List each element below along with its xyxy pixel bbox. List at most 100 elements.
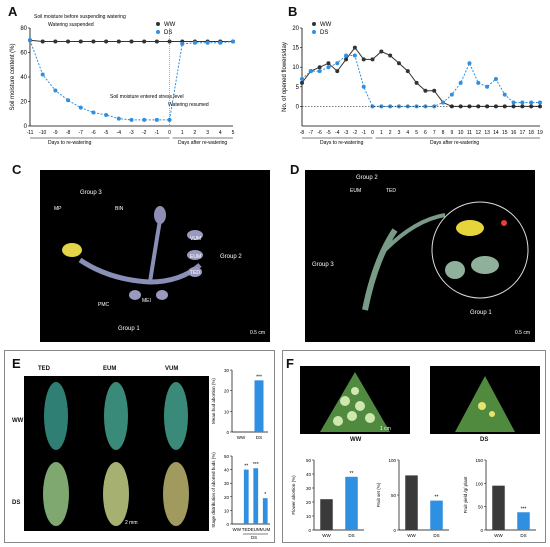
data-point-ww [414, 80, 419, 85]
significance-label: ** [244, 464, 248, 470]
x-tick-label: 12 [476, 130, 482, 136]
data-point-ds [167, 117, 172, 122]
y-axis-label: Mean bud abortion (%) [211, 378, 216, 424]
data-point-ww [154, 39, 159, 44]
y-tick-label: 0 [480, 528, 483, 533]
data-point-ds [493, 76, 498, 81]
x-tick-label: DS [348, 533, 354, 538]
plant-photo-ww [300, 366, 410, 434]
photo-label-ds: DS [480, 437, 489, 443]
data-point-ww [66, 39, 71, 44]
label-vum: VUM [190, 236, 202, 242]
flower-cluster-photo-d [305, 170, 535, 342]
x-tick-label: 1 [380, 130, 383, 136]
y-tick-label: 150 [475, 458, 483, 463]
bar-ww [320, 499, 333, 530]
y-axis-label: Fruit set (%) [376, 482, 381, 507]
ds-group-label: DS [251, 535, 257, 540]
y-tick-label: 100 [475, 481, 483, 486]
data-point-ds [53, 88, 58, 93]
data-point-ww [458, 104, 463, 109]
label-mp: MP [54, 206, 62, 212]
x-tick-label: 3 [398, 130, 401, 136]
x-tick-label: DS [520, 533, 526, 538]
x-tick-label: -5 [104, 130, 109, 136]
x-tick-label: 7 [433, 130, 436, 136]
y-tick-label: 20 [306, 500, 312, 505]
panel-letter-c: C [12, 162, 22, 177]
flower-cluster-illustration-c [62, 206, 203, 300]
x-tick-label: WW [407, 533, 416, 538]
x-tick-label: 8 [442, 130, 445, 136]
x-tick-label: -1 [155, 130, 160, 136]
label-ted-d: TED [386, 188, 396, 194]
y-tick-label: 40 [306, 472, 312, 477]
y-axis-label: Stage distribution of aborted buds (%) [211, 452, 216, 528]
data-point-ww [104, 39, 109, 44]
data-point-ww [449, 104, 454, 109]
data-point-ds [180, 41, 185, 46]
bar-ww [405, 475, 418, 530]
x-tick-label: -3 [344, 130, 349, 136]
label-eum-c: EUM [190, 254, 202, 260]
data-point-ww [423, 88, 428, 93]
y-tick-label: 60 [20, 51, 27, 57]
y-tick-label: 10 [306, 514, 312, 519]
panel-f-frame [282, 350, 546, 543]
data-point-ds [502, 92, 507, 97]
x-tick-label: -4 [335, 130, 340, 136]
label-mei: MEI [142, 298, 151, 304]
x-tick-label: -2 [142, 130, 147, 136]
scale-bar-c: 0.5 cm [250, 330, 266, 336]
chart-f-flower-abortion: 0 10 20 30 40 50 WW DS ** Flower abortion (%) [291, 458, 364, 538]
x-tick-label: 16 [511, 130, 517, 136]
x-tick-label: 1 [181, 130, 184, 136]
annotation-resumed: Watering resumed [168, 102, 209, 108]
data-point-ww [78, 39, 83, 44]
scale-bar-f: 1 cm [380, 426, 391, 432]
y-tick-label: 0 [24, 124, 28, 130]
chart-e-mean-bud-abortion: 0 10 20 30 WW DS *** Mean bud abortion (%) [211, 368, 268, 440]
data-point-ds [458, 80, 463, 85]
data-point-ds [231, 39, 235, 44]
y-tick-label: 20 [292, 26, 299, 32]
label-pmc: PMC [98, 302, 110, 308]
data-point-ds [116, 116, 121, 121]
annotation-before: Soil moisture before suspending watering [34, 14, 126, 20]
data-point-ww [300, 80, 304, 85]
data-point-ds [129, 117, 134, 122]
annotation-stress: Soil moisture entered stress level [110, 94, 184, 100]
x-tick-label: 0 [168, 130, 171, 136]
y-tick-label: 0 [296, 104, 300, 110]
data-point-ww [405, 69, 410, 74]
x-tick-label: 6 [424, 130, 427, 136]
y-tick-label: 30 [306, 486, 312, 491]
significance-label: *** [253, 462, 259, 468]
x-tick-label: 10 [458, 130, 464, 136]
data-point-ds [344, 53, 349, 58]
data-point-ds [511, 100, 516, 105]
data-point-ww [370, 57, 375, 62]
bud-illustration-e [43, 382, 189, 526]
bar-eum [253, 468, 259, 524]
significance-label: *** [521, 506, 527, 512]
data-point-ds [66, 98, 71, 103]
data-point-ds [485, 84, 490, 89]
data-point-ww [476, 104, 481, 109]
y-tick-label: 15 [292, 46, 299, 52]
y-tick-label: 50 [306, 458, 312, 463]
data-point-ww [116, 39, 121, 44]
data-point-ds [91, 110, 96, 115]
y-tick-label: 5 [296, 85, 300, 91]
data-point-ds [317, 69, 322, 74]
data-point-ds [361, 84, 366, 89]
y-tick-label: 30 [224, 481, 230, 486]
x-tick-label: -8 [300, 130, 305, 136]
bar-ds [517, 512, 530, 530]
y-axis-label: Soil moisture content (%) [10, 43, 16, 110]
x-tick-label: -4 [117, 130, 122, 136]
label-group3-c: Group 3 [80, 190, 102, 196]
y-tick-label: 10 [224, 508, 230, 513]
data-point-ds [529, 100, 534, 105]
data-point-ds [78, 105, 83, 110]
